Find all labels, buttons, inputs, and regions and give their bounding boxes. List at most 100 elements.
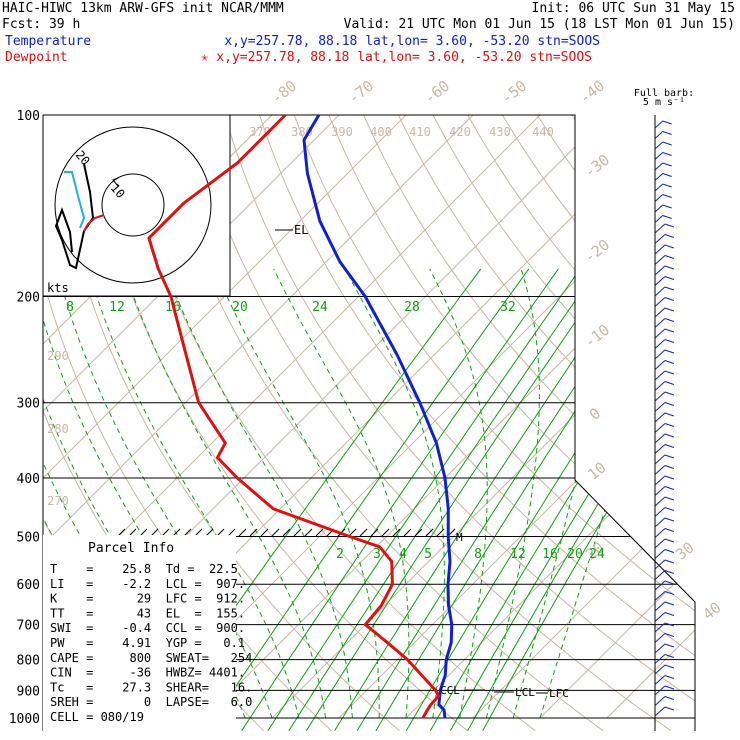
parcel-info-row: PW = 4.91 YGP = 0.1	[50, 636, 245, 650]
freezing-hatch	[172, 528, 181, 537]
moist-adiabat-line	[273, 268, 410, 719]
dry-adiabat-line	[85, 115, 468, 731]
parcel-info-row: SREH = 0 LAPSE= 6.0	[50, 695, 252, 709]
freezing-hatch	[282, 528, 291, 537]
freezing-hatch	[392, 528, 401, 537]
temperature-profile-point	[396, 354, 398, 356]
hodograph-units: kts	[47, 281, 69, 295]
freezing-hatch	[205, 528, 214, 537]
theta-label: 400	[370, 125, 392, 139]
dewpoint-profile-point	[170, 295, 172, 298]
wind-barb	[654, 286, 675, 297]
dry-adiabat-line	[189, 115, 672, 731]
temperature-profile-point	[364, 295, 366, 298]
wind-barb	[654, 622, 675, 633]
wind-barb	[654, 381, 675, 391]
wind-barb	[654, 664, 675, 675]
parcel-info-title: Parcel Info	[88, 541, 174, 556]
mixing-ratio-label: 24	[589, 547, 605, 562]
parcel-info-table: Parcel Info T = 25.8 Td = 22.5LI = -2.2 …	[43, 535, 252, 731]
isotherm-label: -30	[581, 151, 613, 182]
dewpoint-profile-point	[378, 546, 381, 548]
temperature-profile-point	[438, 703, 440, 706]
wind-barb	[654, 391, 675, 402]
wind-legend-line2: 5 m s⁻¹	[643, 97, 685, 108]
wind-barb	[654, 706, 675, 717]
freezing-hatch	[139, 528, 148, 537]
wind-barb	[654, 412, 675, 423]
hodograph-frame	[42, 114, 231, 297]
mixing-ratio-line	[429, 268, 695, 731]
mixing-ratio-line	[267, 268, 581, 731]
mixing-ratio-label: 8	[474, 547, 482, 562]
wind-barbs	[654, 120, 675, 717]
wind-barb	[654, 162, 672, 171]
temperature-legend: Temperature	[5, 34, 91, 49]
wind-barb	[654, 276, 675, 286]
mixing-ratio-line	[241, 268, 559, 731]
dewpoint-profile-point	[435, 689, 437, 692]
temperature-profile-point	[450, 642, 452, 644]
isotherm-line	[405, 115, 695, 719]
freezing-hatch	[403, 528, 412, 537]
wind-barb	[654, 465, 675, 475]
theta-label: 440	[532, 125, 554, 139]
dewpoint-profile-point	[216, 457, 219, 459]
freezing-hatch	[348, 528, 357, 537]
wind-barb	[654, 549, 675, 559]
wind-barb-legend: Full barb: 5 m s⁻¹	[634, 88, 694, 108]
pressure-label: 500	[17, 530, 40, 545]
theta-label: 430	[489, 125, 511, 139]
wind-barb	[654, 204, 672, 213]
dry-adiabat-line	[501, 115, 695, 731]
wind-barb	[654, 402, 675, 412]
dry-adiabat-line	[640, 115, 695, 731]
temperature-profile-point	[449, 560, 451, 563]
isotherm-line	[472, 115, 695, 719]
pressure-label: 100	[17, 109, 40, 124]
parcel-info-row: Tc = 27.3 SHEAR= 16.	[50, 680, 252, 694]
mixing-ratio-line	[356, 268, 654, 731]
pressure-label: 900	[17, 684, 40, 699]
wind-barb	[654, 601, 675, 612]
wind-legend-line1: Full barb:	[634, 88, 694, 99]
hodograph-trace-surface	[83, 214, 105, 232]
wind-barb	[654, 696, 675, 706]
temperature-profile-point	[443, 709, 445, 711]
header: HAIC-HIWC 13km ARW-GFS init NCAR/MMM Ini…	[2, 1, 735, 65]
mixing-ratio-label: 16	[542, 547, 558, 562]
pressure-label: 600	[17, 578, 40, 593]
storm-motion-arrow	[112, 177, 119, 187]
wind-barb	[654, 486, 675, 496]
wind-barb	[654, 318, 675, 328]
dry-adiabat-line	[259, 115, 695, 731]
temperature-profile-point	[447, 583, 449, 585]
moist-adiabat-line	[344, 268, 445, 719]
temperature-profile-point	[306, 172, 308, 175]
dewpoint-profile-point	[183, 202, 185, 204]
temperature-profile-point	[444, 674, 446, 677]
freezing-hatch	[194, 528, 203, 537]
dewpoint-profile-point	[236, 477, 238, 479]
pressure-label: 300	[17, 397, 40, 412]
wind-barb	[654, 307, 675, 318]
lcl-label: LCL	[515, 686, 535, 699]
moist-adiabat-line	[87, 268, 300, 719]
parcel-info-row: TT = 43 EL = 155.	[50, 606, 245, 620]
dewpoint-profile-point	[157, 268, 159, 270]
parcel-info-row: CAPE = 800 SWEAT= 254	[50, 651, 252, 665]
theta-label: 390	[331, 125, 353, 139]
freezing-hatch	[359, 528, 368, 537]
dry-adiabat-line	[154, 115, 604, 731]
valid-time: Valid: 21 UTC Mon 01 Jun 15 (18 LST Mon …	[344, 17, 735, 32]
wind-barb	[654, 141, 672, 150]
dewpoint-profile-point	[391, 583, 393, 585]
theta-label: 270	[47, 494, 69, 508]
dewpoint-profile-point	[391, 560, 393, 563]
wind-barb	[654, 559, 675, 570]
wind-barb	[654, 194, 672, 202]
dewpoint-profile-point	[386, 642, 389, 644]
temperature-profile-point	[451, 623, 453, 626]
isotherm-label: 40	[699, 598, 724, 623]
